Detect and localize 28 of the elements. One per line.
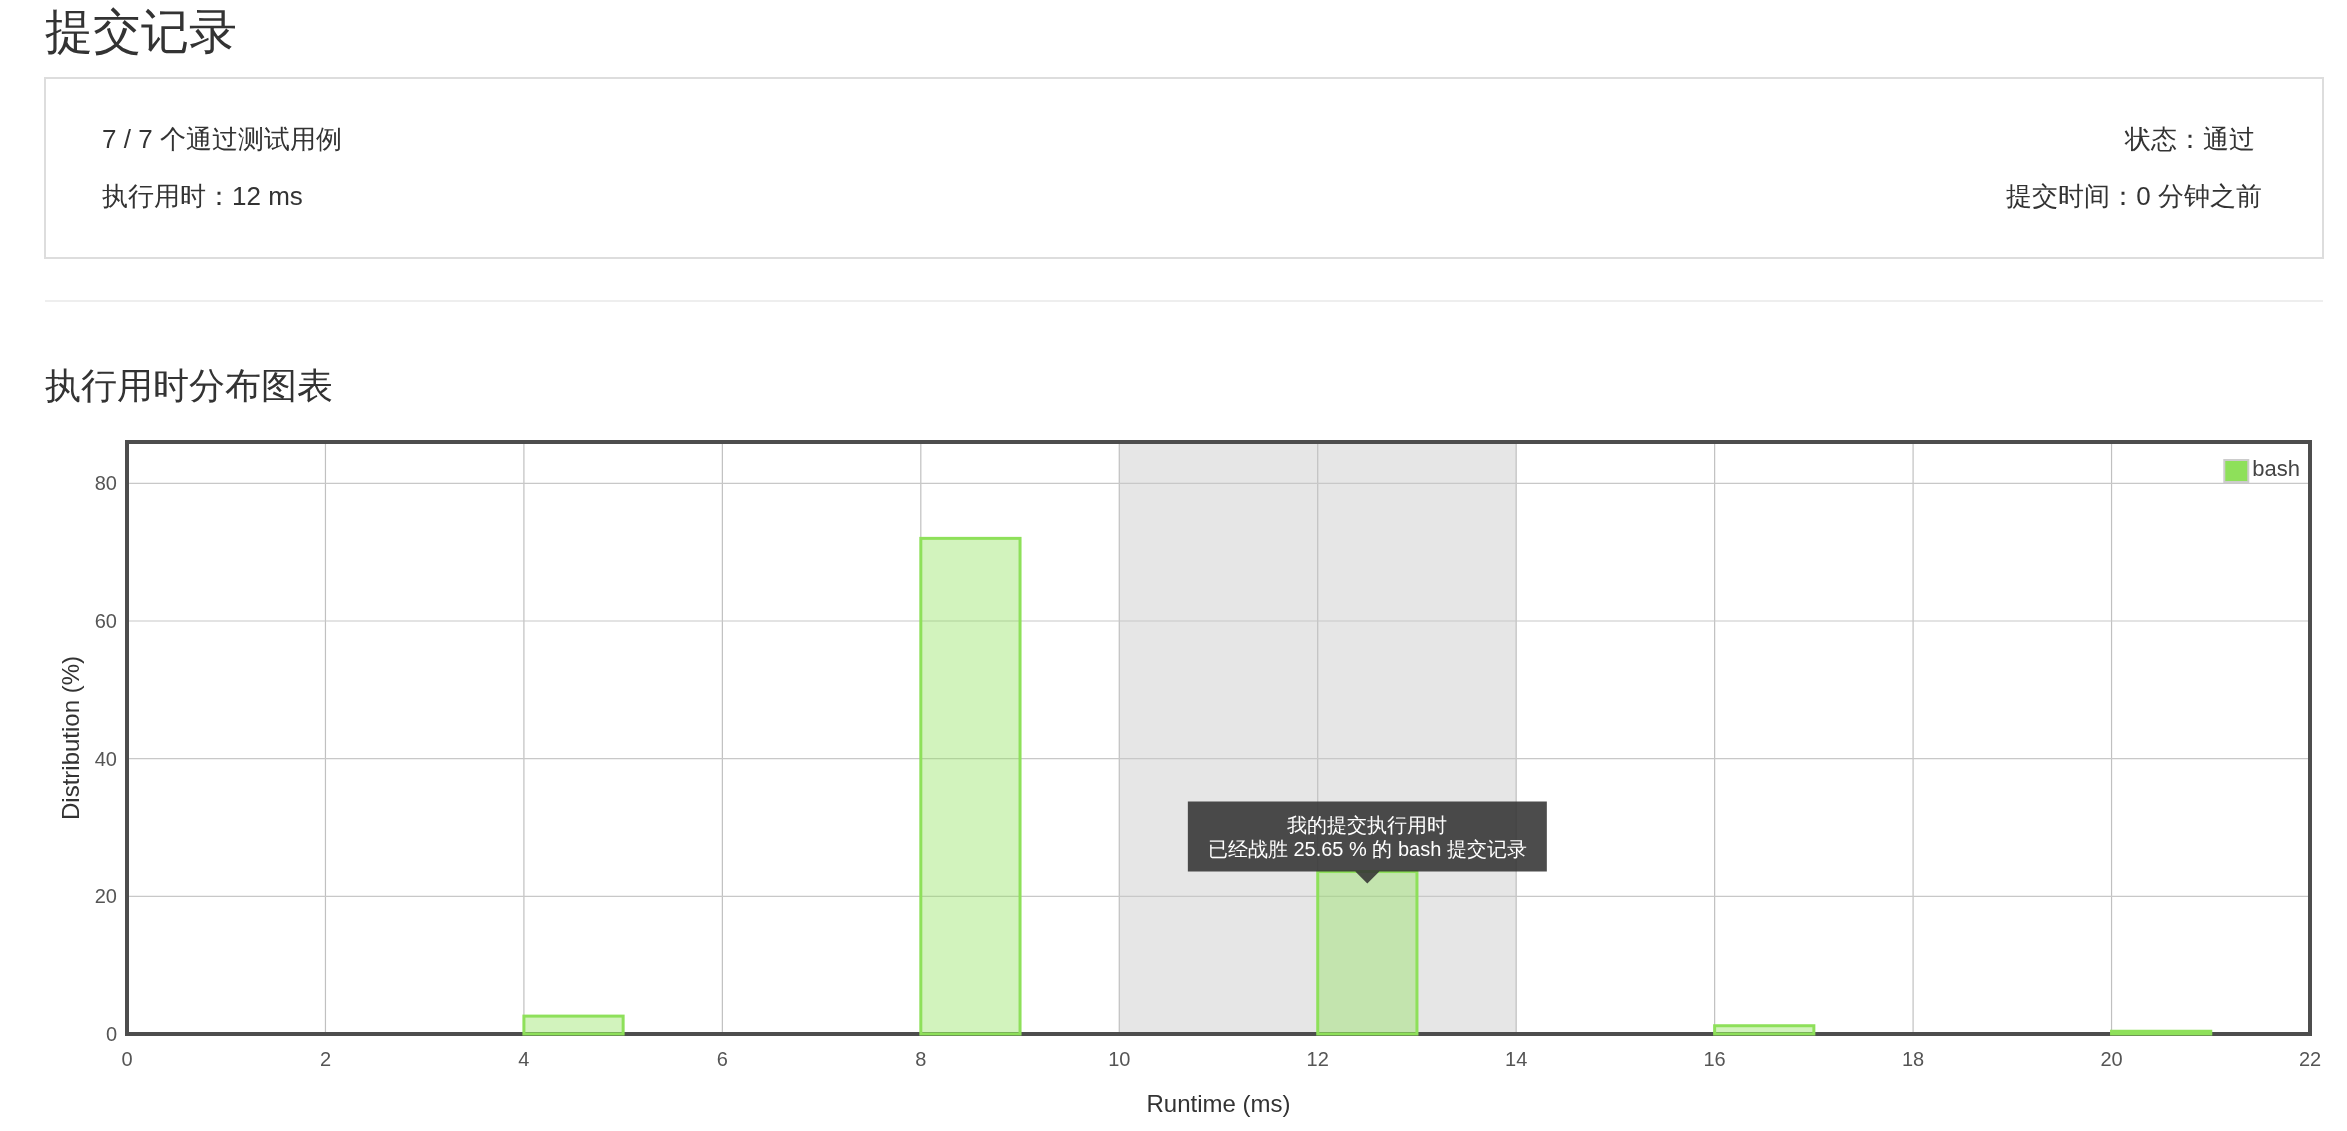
x-tick-label: 4 xyxy=(518,1048,530,1070)
text: 7 / 7 个通过测试用例 xyxy=(102,124,342,154)
x-tick-label: 0 xyxy=(121,1048,133,1070)
legend-label: bash xyxy=(2252,456,2300,481)
x-tick-label: 22 xyxy=(2298,1048,2322,1070)
text: 提交时间：0 分钟之前 xyxy=(2006,181,2262,211)
x-tick-label: 10 xyxy=(1108,1048,1131,1070)
x-tick-label: 12 xyxy=(1306,1048,1329,1070)
y-tick-label: 20 xyxy=(94,885,117,908)
x-tick-label: 20 xyxy=(2100,1048,2123,1070)
x-tick-label: 16 xyxy=(1703,1048,1726,1070)
x-tick-label: 18 xyxy=(1901,1048,1925,1070)
y-tick-label: 40 xyxy=(94,747,117,770)
y-tick-label: 80 xyxy=(94,472,117,495)
annotation: 我的提交执行用时 xyxy=(1287,813,1448,836)
text: 执行用时：12 ms xyxy=(102,181,303,211)
text: 提交记录 xyxy=(45,5,237,58)
text: 状态：通过 xyxy=(2124,124,2255,154)
y-tick-label: 60 xyxy=(94,609,117,632)
y-axis-title: Distribution (%) xyxy=(57,655,84,821)
chart-title: 执行用时分布图表 xyxy=(45,365,333,406)
y-tick-label: 0 xyxy=(105,1023,117,1045)
annotation: 已经战胜 25.65 % 的 bash 提交记录 xyxy=(1207,837,1527,860)
x-tick-label: 2 xyxy=(319,1048,332,1070)
x-tick-label: 14 xyxy=(1505,1048,1528,1070)
x-axis-title: Runtime (ms) xyxy=(1146,1090,1291,1117)
x-tick-label: 6 xyxy=(716,1048,728,1070)
x-tick-label: 8 xyxy=(915,1048,927,1070)
